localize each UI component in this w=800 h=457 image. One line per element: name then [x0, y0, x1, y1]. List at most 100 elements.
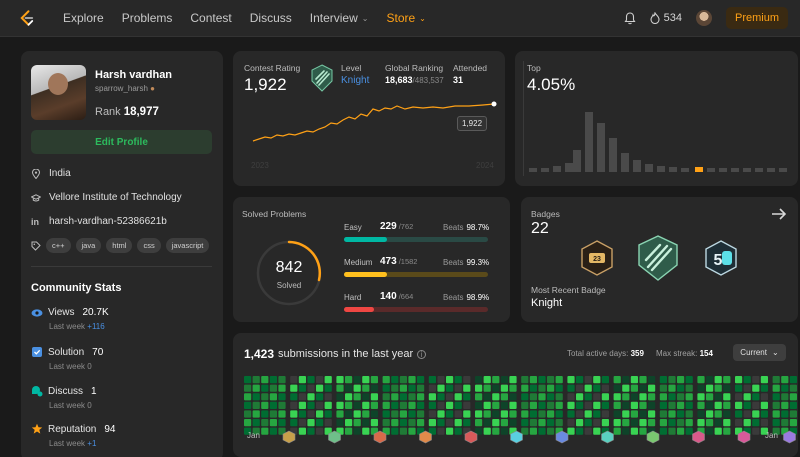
heatmap-cell[interactable] — [639, 410, 647, 418]
heatmap-cell[interactable] — [521, 376, 529, 384]
heatmap-cell[interactable] — [529, 419, 537, 427]
heatmap-cell[interactable] — [685, 419, 693, 427]
heatmap-cell[interactable] — [336, 419, 344, 427]
heatmap-cell[interactable] — [382, 410, 390, 418]
heatmap-cell[interactable] — [567, 410, 575, 418]
heatmap-cell[interactable] — [500, 427, 508, 435]
heatmap-cell[interactable] — [529, 410, 537, 418]
heatmap-cell[interactable] — [454, 376, 462, 384]
heatmap-cell[interactable] — [789, 384, 797, 392]
heatmap-cell[interactable] — [593, 427, 601, 435]
heatmap-cell[interactable] — [772, 410, 780, 418]
heatmap-cell[interactable] — [760, 410, 768, 418]
heatmap-cell[interactable] — [677, 419, 685, 427]
heatmap-cell[interactable] — [601, 401, 609, 409]
heatmap-cell[interactable] — [760, 401, 768, 409]
heatmap-cell[interactable] — [521, 393, 529, 401]
monthly-badge-icon[interactable] — [737, 430, 751, 444]
heatmap-cell[interactable] — [529, 384, 537, 392]
heatmap-cell[interactable] — [538, 376, 546, 384]
heatmap-cell[interactable] — [714, 384, 722, 392]
heatmap-cell[interactable] — [316, 393, 324, 401]
heatmap-cell[interactable] — [622, 410, 630, 418]
heatmap-cell[interactable] — [521, 427, 529, 435]
heatmap-cell[interactable] — [521, 410, 529, 418]
heatmap-cell[interactable] — [743, 393, 751, 401]
heatmap-cell[interactable] — [567, 427, 575, 435]
heatmap-cell[interactable] — [659, 376, 667, 384]
heatmap-cell[interactable] — [555, 419, 563, 427]
heatmap-cell[interactable] — [576, 427, 584, 435]
heatmap-cell[interactable] — [648, 393, 656, 401]
heatmap-cell[interactable] — [362, 401, 370, 409]
premium-button[interactable]: Premium — [725, 7, 788, 29]
heatmap-cell[interactable] — [735, 410, 743, 418]
heatmap-cell[interactable] — [639, 376, 647, 384]
heatmap-cell[interactable] — [547, 401, 555, 409]
heatmap-cell[interactable] — [576, 376, 584, 384]
heatmap-cell[interactable] — [298, 427, 306, 435]
heatmap-cell[interactable] — [391, 410, 399, 418]
nav-explore[interactable]: Explore — [63, 11, 104, 25]
heatmap-cell[interactable] — [446, 427, 454, 435]
heatmap-cell[interactable] — [362, 419, 370, 427]
heatmap-cell[interactable] — [261, 384, 269, 392]
monthly-badge-icon[interactable] — [328, 430, 341, 444]
heatmap-cell[interactable] — [370, 410, 378, 418]
heatmap-cell[interactable] — [781, 384, 789, 392]
heatmap-cell[interactable] — [659, 427, 667, 435]
heatmap-cell[interactable] — [500, 393, 508, 401]
heatmap-cell[interactable] — [298, 401, 306, 409]
heatmap-cell[interactable] — [353, 384, 361, 392]
heatmap-cell[interactable] — [613, 401, 621, 409]
heatmap-cell[interactable] — [278, 419, 286, 427]
fifty-days-badge-icon[interactable]: 5 — [703, 239, 739, 277]
heatmap-cell[interactable] — [735, 393, 743, 401]
heatmap-cell[interactable] — [492, 401, 500, 409]
linkedin-text[interactable]: harsh-vardhan-52386621b — [49, 216, 167, 227]
heatmap-cell[interactable] — [509, 384, 517, 392]
heatmap-cell[interactable] — [463, 376, 471, 384]
heatmap-cell[interactable] — [772, 384, 780, 392]
heatmap-cell[interactable] — [278, 376, 286, 384]
heatmap-cell[interactable] — [244, 376, 252, 384]
heatmap-cell[interactable] — [290, 401, 298, 409]
heatmap-cell[interactable] — [760, 419, 768, 427]
heatmap-cell[interactable] — [752, 376, 760, 384]
heatmap-cell[interactable] — [252, 401, 260, 409]
heatmap-cell[interactable] — [622, 384, 630, 392]
heatmap-cell[interactable] — [743, 384, 751, 392]
heatmap-cell[interactable] — [789, 410, 797, 418]
heatmap-cell[interactable] — [630, 410, 638, 418]
heatmap-cell[interactable] — [648, 401, 656, 409]
heatmap-cell[interactable] — [547, 427, 555, 435]
heatmap-cell[interactable] — [269, 384, 277, 392]
heatmap-cell[interactable] — [252, 376, 260, 384]
edit-profile-button[interactable]: Edit Profile — [31, 130, 212, 154]
heatmap-cell[interactable] — [483, 384, 491, 392]
heatmap-cell[interactable] — [567, 376, 575, 384]
heatmap-cell[interactable] — [307, 393, 315, 401]
heatmap-cell[interactable] — [752, 419, 760, 427]
heatmap-cell[interactable] — [593, 419, 601, 427]
heatmap-cell[interactable] — [752, 427, 760, 435]
heatmap-cell[interactable] — [622, 401, 630, 409]
heatmap-cell[interactable] — [382, 401, 390, 409]
heatmap-cell[interactable] — [408, 393, 416, 401]
heatmap-cell[interactable] — [521, 419, 529, 427]
heatmap-cell[interactable] — [316, 376, 324, 384]
heatmap-cell[interactable] — [353, 410, 361, 418]
heatmap-cell[interactable] — [538, 384, 546, 392]
heatmap-cell[interactable] — [345, 393, 353, 401]
heatmap-cell[interactable] — [685, 376, 693, 384]
rating-endpoint[interactable] — [491, 101, 497, 107]
heatmap-cell[interactable] — [677, 410, 685, 418]
heatmap-cell[interactable] — [437, 393, 445, 401]
heatmap-cell[interactable] — [307, 384, 315, 392]
heatmap-cell[interactable] — [463, 393, 471, 401]
heatmap-cell[interactable] — [269, 401, 277, 409]
heatmap-cell[interactable] — [538, 410, 546, 418]
heatmap-cell[interactable] — [370, 401, 378, 409]
heatmap-cell[interactable] — [576, 393, 584, 401]
heatmap-cell[interactable] — [697, 393, 705, 401]
